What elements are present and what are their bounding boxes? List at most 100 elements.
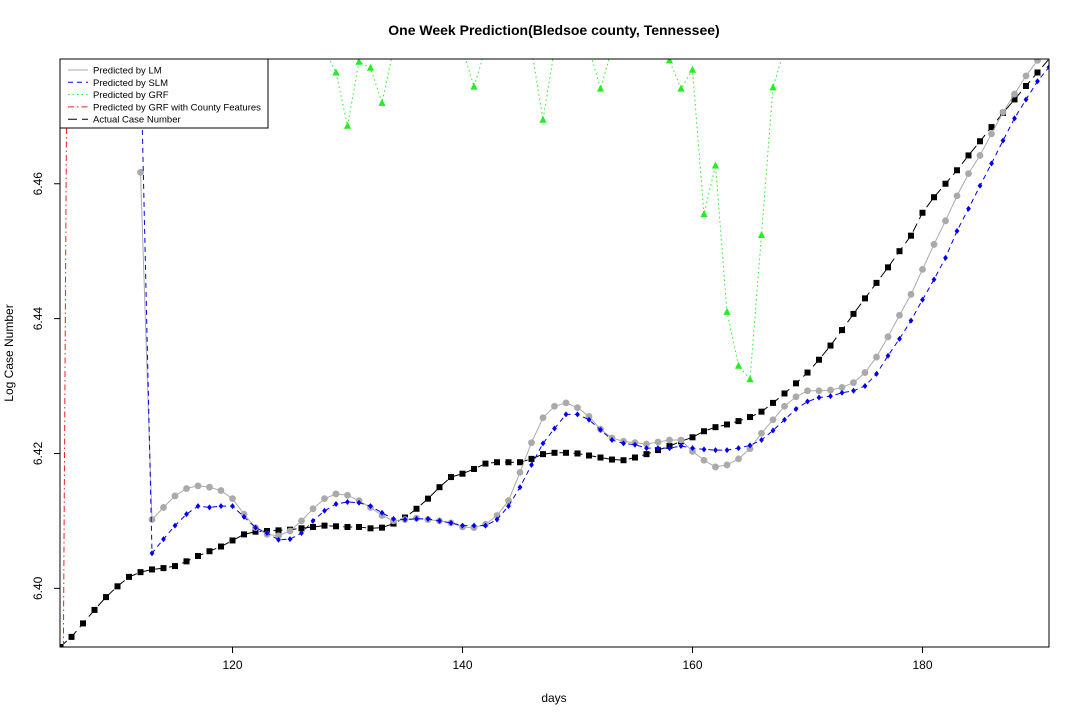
series-predicted-by-lm-point-12 (275, 532, 282, 540)
series-actual-case-number-point-34 (448, 474, 454, 481)
series-predicted-by-lm-point-59 (815, 387, 823, 395)
series-predicted-by-lm-point-73 (976, 152, 984, 159)
series-predicted-by-grf-point-4 (366, 63, 375, 71)
series-predicted-by-lm-point-49 (700, 456, 708, 464)
series-predicted-by-lm-point-14 (298, 517, 305, 525)
series-actual-case-number-point-70 (862, 295, 868, 302)
legend-box (59, 58, 269, 129)
series-actual-case-number-point-23 (321, 522, 328, 529)
series-predicted-by-slm-point-42 (621, 440, 626, 447)
series-actual-case-number-point-72 (885, 264, 891, 271)
series-predicted-by-lm-point-37 (562, 399, 570, 407)
series-predicted-by-slm-point-16 (322, 507, 327, 514)
series-predicted-by-lm-point-45 (654, 438, 662, 446)
series-predicted-by-grf-point-25 (734, 361, 743, 369)
series-actual-case-number-point-19 (275, 527, 282, 534)
series-actual-case-number-point-14 (218, 543, 224, 550)
series-actual-case-number-point-11 (183, 558, 190, 565)
series-predicted-by-slm-point-5 (195, 503, 201, 510)
series-predicted-by-lm-point-51 (723, 461, 731, 469)
series-predicted-by-slm-point-3 (172, 522, 178, 529)
series-predicted-by-slm-point-13 (287, 536, 293, 543)
series-predicted-by-slm-point-36 (552, 425, 557, 432)
series-predicted-by-lm-point-15 (309, 505, 317, 513)
series-actual-case-number-point-63 (781, 390, 788, 397)
series-actual-case-number-point-78 (954, 167, 960, 174)
series-predicted-by-slm-point-53 (747, 442, 753, 449)
series-actual-case-number-point-0 (60, 644, 63, 647)
series-predicted-by-lm-point-6 (206, 483, 213, 491)
series-predicted-by-lm-point-78 (1034, 59, 1041, 64)
series-predicted-by-slm-point-34 (529, 461, 534, 468)
legend-entry-0: Predicted by LM (93, 66, 162, 77)
series-actual-case-number-point-83 (1011, 96, 1018, 103)
series-actual-case-number-point-45 (574, 450, 581, 457)
series-predicted-by-slm-point-59 (816, 394, 822, 401)
series-predicted-by-grf-point-2 (343, 121, 352, 129)
series-predicted-by-lm-point-62 (850, 379, 857, 387)
series-predicted-by-slm-point-74 (989, 160, 994, 167)
series-predicted-by-lm-point-54 (758, 429, 765, 437)
series-predicted-by-slm-point-46 (667, 445, 672, 452)
series-predicted-by-slm-point-14 (299, 530, 304, 537)
series-predicted-by-lm-point-50 (712, 463, 719, 471)
series-actual-case-number-point-43 (551, 449, 558, 456)
series-predicted-by-grf-point-26 (746, 375, 754, 383)
series-predicted-by-lm-point-72 (965, 170, 972, 178)
chart-title: One Week Prediction(Bledsoe county, Tenn… (388, 22, 719, 38)
series-predicted-by-slm-point-56 (782, 416, 787, 423)
series-predicted-by-slm-point-70 (943, 254, 948, 261)
series-predicted-by-grf-point-27 (757, 230, 766, 238)
series-predicted-by-slm-point-71 (954, 227, 960, 234)
series-actual-case-number-point-51 (643, 451, 650, 458)
series-predicted-by-slm-point-28 (460, 522, 465, 529)
series-actual-case-number-point-21 (298, 525, 305, 532)
series-predicted-by-slm-line (140, 59, 1049, 555)
series-actual-case-number-point-22 (310, 523, 316, 530)
y-axis-label: Log Case Number (2, 304, 16, 401)
series-predicted-by-grf-point-20 (677, 84, 685, 92)
y-tick-label-0: 6.40 (31, 576, 45, 600)
series-actual-case-number-point-66 (816, 356, 822, 363)
series-predicted-by-slm-point-38 (575, 411, 580, 418)
series-predicted-by-grf-point-21 (688, 65, 697, 73)
series-actual-case-number-point-3 (91, 606, 98, 613)
series-predicted-by-slm-point-78 (1035, 78, 1040, 85)
series-predicted-by-grf-point-22 (700, 210, 708, 218)
series-predicted-by-lm-point-18 (344, 491, 351, 499)
series-predicted-by-lm-point-35 (539, 414, 547, 422)
series-predicted-by-lm-point-60 (827, 386, 834, 394)
series-predicted-by-lm-point-33 (516, 468, 524, 476)
series-predicted-by-lm-point-8 (229, 495, 236, 503)
series-predicted-by-slm-point-67 (908, 317, 914, 324)
series-actual-case-number-point-69 (850, 310, 857, 317)
series-predicted-by-grf-point-1 (332, 68, 340, 76)
series-predicted-by-slm-point-35 (540, 440, 546, 447)
series-predicted-by-lm-point-52 (735, 455, 742, 463)
series-actual-case-number-point-4 (103, 594, 109, 601)
series-predicted-by-grf-with-county-features (62, 59, 68, 647)
series-predicted-by-lm-point-17 (332, 490, 340, 498)
series-predicted-by-lm-point-2 (160, 504, 167, 511)
series-predicted-by-slm-point-15 (310, 517, 316, 524)
series-predicted-by-slm-point-9 (241, 513, 247, 520)
series-actual-case-number-point-35 (459, 470, 466, 477)
series-predicted-by-lm-point-68 (919, 265, 926, 273)
series-predicted-by-lm-point-56 (781, 402, 788, 410)
series-predicted-by-slm-point-63 (862, 383, 868, 390)
series-actual-case-number-point-41 (528, 455, 535, 462)
series-predicted-by-slm-point-11 (264, 530, 270, 537)
series-predicted-by-grf-with-county-features-line (62, 59, 68, 647)
series-actual-case-number-point-67 (827, 342, 834, 349)
series-actual-case-number-point-46 (586, 452, 592, 459)
series-actual-case-number-point-37 (482, 460, 489, 467)
series-layer (60, 59, 1049, 647)
y-tick-label-3: 6.46 (31, 172, 45, 196)
series-predicted-by-lm-point-57 (792, 393, 800, 401)
series-predicted-by-lm-point-75 (999, 108, 1007, 116)
series-actual-case-number-point-60 (747, 414, 753, 421)
series-predicted-by-slm-point-48 (690, 445, 695, 452)
series-predicted-by-slm-point-52 (736, 445, 741, 452)
series-predicted-by-lm-point-77 (1022, 72, 1030, 80)
